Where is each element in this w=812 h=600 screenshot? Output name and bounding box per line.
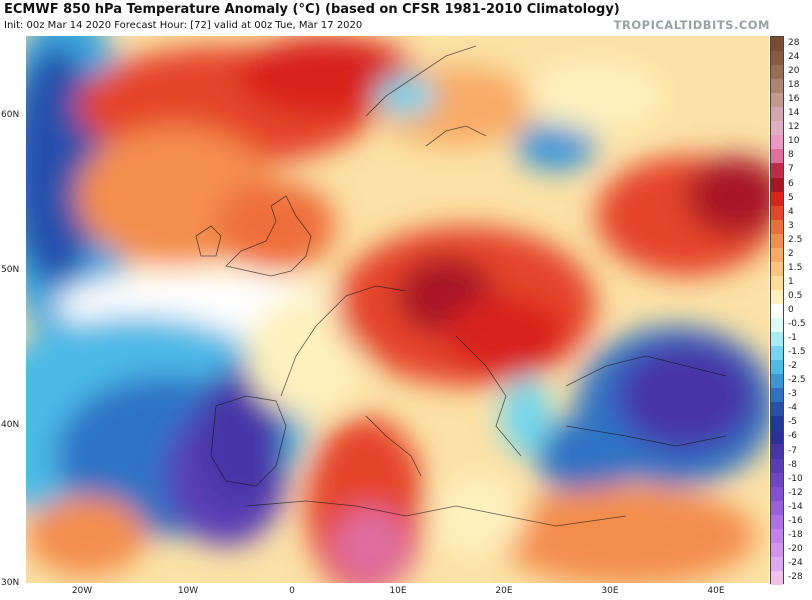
colorbar-label: 2: [788, 248, 794, 259]
colorbar-label: 24: [788, 52, 800, 63]
cbar-neg-4: [771, 402, 783, 417]
anomaly-field: [26, 36, 769, 583]
cbar-neg-1: [771, 332, 783, 347]
colorbar-label: -7: [788, 445, 797, 456]
colorbar-label: -12: [788, 487, 803, 498]
cbar-5: [771, 191, 783, 207]
colorbar-label: -0.5: [788, 319, 806, 330]
cbar-neg-5: [771, 416, 783, 431]
colorbar-label: -20: [788, 543, 803, 554]
cbar-neg-24: [771, 556, 783, 572]
colorbar-label: 6: [788, 178, 794, 189]
map-title: ECMWF 850 hPa Temperature Anomaly (°C) (…: [4, 2, 620, 17]
cbar-8: [771, 149, 783, 164]
cbar-24: [771, 51, 783, 66]
cbar-2-5: [771, 233, 783, 249]
cbar-neg-8: [771, 458, 783, 474]
lon-label-20e: 20E: [495, 586, 513, 596]
cbar-14: [771, 107, 783, 122]
cbar-neg-6: [771, 430, 783, 445]
cbar-neg-18: [771, 528, 783, 544]
cbar-0: [771, 303, 783, 319]
colorbar-label: 5: [788, 192, 794, 203]
colorbar-label: -16: [788, 515, 803, 526]
lon-label-40e: 40E: [707, 586, 725, 596]
cbar-neg-28: [771, 570, 783, 586]
lat-label-40n: 40N: [1, 420, 20, 430]
lon-label-10e: 10E: [389, 586, 407, 596]
colorbar-label: -24: [788, 557, 803, 568]
cbar-neg-2-5: [771, 374, 783, 389]
cbar-0-5: [771, 289, 783, 305]
cbar-neg-12: [771, 486, 783, 502]
lon-label-0: 0: [289, 586, 295, 596]
colorbar-label: 7: [788, 164, 794, 175]
cbar-7: [771, 163, 783, 178]
colorbar: [770, 36, 784, 586]
colorbar-label: 8: [788, 150, 794, 161]
cbar-6: [771, 177, 783, 193]
colorbar-label: 10: [788, 136, 800, 147]
colorbar-label: 1: [788, 276, 794, 287]
lat-label-60n: 60N: [1, 110, 20, 120]
cbar-4: [771, 205, 783, 221]
colorbar-label: -14: [788, 501, 803, 512]
colorbar-label: 4: [788, 206, 794, 217]
cbar-neg-2: [771, 360, 783, 375]
colorbar-label: 1.5: [788, 262, 803, 273]
cbar-1: [771, 275, 783, 291]
colorbar-label: 16: [788, 94, 800, 105]
colorbar-label: -2.5: [788, 375, 806, 386]
cbar-neg-14: [771, 500, 783, 516]
colorbar-label: 2.5: [788, 234, 803, 245]
colorbar-label: -28: [788, 571, 803, 582]
cbar-1-5: [771, 261, 783, 277]
colorbar-label: 28: [788, 38, 800, 49]
colorbar-label: 3: [788, 220, 794, 231]
cbar-neg-16: [771, 514, 783, 530]
colorbar-label: -6: [788, 431, 797, 442]
colorbar-label: -3: [788, 389, 797, 400]
colorbar-label: -1.5: [788, 347, 806, 358]
cbar-2: [771, 247, 783, 263]
cbar-12: [771, 121, 783, 136]
cbar-neg-7: [771, 444, 783, 460]
colorbar-label: -8: [788, 459, 797, 470]
cbar-10: [771, 135, 783, 150]
colorbar-label: -4: [788, 403, 797, 414]
colorbar-label: -5: [788, 417, 797, 428]
colorbar-label: 20: [788, 66, 800, 77]
lon-label-20w: 20W: [71, 586, 93, 596]
lat-label-30n: 30N: [1, 578, 20, 588]
cbar-16: [771, 93, 783, 108]
lon-label-10w: 10W: [177, 586, 199, 596]
colorbar-label: 14: [788, 108, 800, 119]
colorbar-label: 18: [788, 80, 800, 91]
cbar-3: [771, 219, 783, 235]
anomaly-map: [26, 36, 769, 583]
cbar-28: [771, 37, 783, 52]
lat-label-50n: 50N: [1, 265, 20, 275]
cbar-neg-1-5: [771, 346, 783, 361]
colorbar-label: 12: [788, 122, 800, 133]
cbar-20: [771, 65, 783, 80]
colorbar-label: -2: [788, 361, 797, 372]
cbar-neg-10: [771, 472, 783, 488]
brand-watermark: TROPICALTIDBITS.COM: [613, 18, 770, 32]
cbar-neg-0-5: [771, 318, 783, 333]
colorbar-label: 0: [788, 305, 794, 315]
colorbar-label: -10: [788, 473, 803, 484]
cbar-neg-20: [771, 542, 783, 558]
cbar-18: [771, 79, 783, 94]
cbar-neg-3: [771, 388, 783, 403]
colorbar-label: -18: [788, 529, 803, 540]
colorbar-label: 0.5: [788, 290, 803, 301]
map-subtitle: Init: 00z Mar 14 2020 Forecast Hour: [72…: [4, 20, 363, 31]
lon-label-30e: 30E: [601, 586, 619, 596]
coastlines: [195, 45, 727, 527]
colorbar-label: -1: [788, 333, 797, 344]
